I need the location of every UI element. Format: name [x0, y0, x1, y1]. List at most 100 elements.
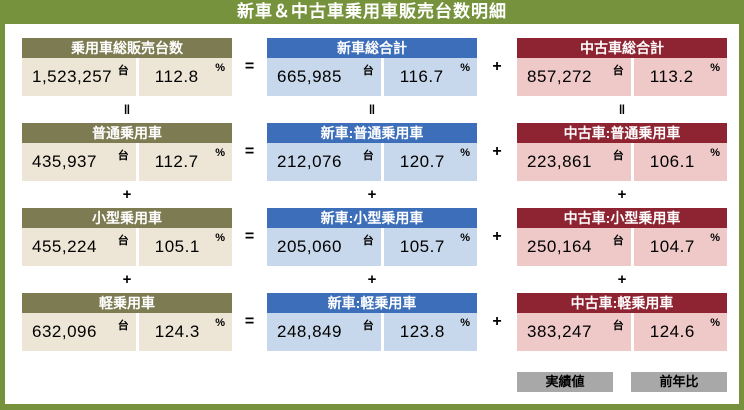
units-cell: 1,523,257 台 — [22, 58, 136, 96]
yoy-cell: 120.7 % — [383, 143, 477, 181]
unit-label: 台 — [117, 235, 129, 247]
stat-box-total: 普通乗用車 435,937 台 112.7 % — [22, 123, 232, 181]
yoy-value: 113.2 — [649, 67, 694, 86]
yoy-value: 105.1 — [154, 237, 200, 256]
stat-box-total: 軽乗用車 632,096 台 124.3 % — [22, 293, 232, 351]
unit-label: 台 — [612, 65, 624, 77]
units-value: 212,076 — [277, 152, 342, 171]
plus-operator: + — [617, 186, 627, 203]
vertical-equals-operator: ‖ — [368, 102, 376, 117]
unit-label: 台 — [362, 320, 374, 332]
equals-operator: = — [244, 313, 255, 330]
stat-box-total: 乗用車総販売台数 1,523,257 台 112.8 % — [22, 38, 232, 96]
percent-label: % — [215, 62, 225, 74]
unit-label: 台 — [612, 320, 624, 332]
units-cell: 383,247 台 — [517, 313, 631, 351]
plus-operator: + — [617, 271, 627, 288]
yoy-cell: 112.7 % — [138, 143, 232, 181]
stats-grid: 乗用車総販売台数 1,523,257 台 112.8 % = 新車総合計 665… — [5, 24, 739, 351]
yoy-value: 116.7 — [399, 67, 444, 86]
percent-label: % — [710, 232, 720, 244]
unit-label: 台 — [362, 65, 374, 77]
yoy-cell: 113.2 % — [633, 58, 727, 96]
box-header: 小型乗用車 — [22, 208, 232, 228]
stat-box-used: 中古車:普通乗用車 223,861 台 106.1 % — [517, 123, 727, 181]
yoy-cell: 106.1 % — [633, 143, 727, 181]
box-header: 中古車:普通乗用車 — [517, 123, 727, 143]
yoy-cell: 104.7 % — [633, 228, 727, 266]
stat-box-new: 新車:軽乗用車 248,849 台 123.8 % — [267, 293, 477, 351]
percent-label: % — [460, 62, 470, 74]
stat-box-new: 新車:小型乗用車 205,060 台 105.7 % — [267, 208, 477, 266]
stat-box-used: 中古車:小型乗用車 250,164 台 104.7 % — [517, 208, 727, 266]
yoy-value: 124.3 — [154, 322, 200, 341]
units-cell: 632,096 台 — [22, 313, 136, 351]
vertical-equals-operator: ‖ — [618, 102, 626, 117]
units-value: 1,523,257 — [32, 67, 113, 86]
plus-operator: + — [492, 143, 502, 160]
yoy-cell: 105.7 % — [383, 228, 477, 266]
units-cell: 665,985 台 — [267, 58, 381, 96]
percent-label: % — [460, 317, 470, 329]
units-cell: 205,060 台 — [267, 228, 381, 266]
box-header: 普通乗用車 — [22, 123, 232, 143]
percent-label: % — [460, 232, 470, 244]
unit-label: 台 — [612, 150, 624, 162]
units-value: 383,247 — [527, 322, 592, 341]
units-value: 205,060 — [277, 237, 342, 256]
units-value: 632,096 — [32, 322, 97, 341]
yoy-cell: 123.8 % — [383, 313, 477, 351]
unit-label: 台 — [117, 65, 129, 77]
units-cell: 212,076 台 — [267, 143, 381, 181]
box-header: 新車:小型乗用車 — [267, 208, 477, 228]
stat-box-total: 小型乗用車 455,224 台 105.1 % — [22, 208, 232, 266]
stat-box-new: 新車:普通乗用車 212,076 台 120.7 % — [267, 123, 477, 181]
box-header: 新車総合計 — [267, 38, 477, 58]
plus-operator: + — [367, 186, 377, 203]
title-bar: 新車＆中古車乗用車販売台数明細 — [5, 0, 739, 24]
units-value: 857,272 — [527, 67, 592, 86]
page-title: 新車＆中古車乗用車販売台数明細 — [237, 2, 507, 21]
units-cell: 250,164 台 — [517, 228, 631, 266]
yoy-value: 106.1 — [649, 152, 695, 171]
yoy-value: 105.7 — [399, 237, 445, 256]
percent-label: % — [710, 62, 720, 74]
percent-label: % — [215, 232, 225, 244]
units-cell: 857,272 台 — [517, 58, 631, 96]
units-cell: 248,849 台 — [267, 313, 381, 351]
percent-label: % — [460, 147, 470, 159]
plus-operator: + — [492, 313, 502, 330]
units-value: 250,164 — [527, 237, 592, 256]
box-header: 中古車総合計 — [517, 38, 727, 58]
percent-label: % — [710, 147, 720, 159]
equals-operator: = — [244, 228, 255, 245]
units-value: 435,937 — [32, 152, 97, 171]
yoy-value: 123.8 — [399, 322, 445, 341]
stat-box-used: 中古車総合計 857,272 台 113.2 % — [517, 38, 727, 96]
yoy-cell: 105.1 % — [138, 228, 232, 266]
percent-label: % — [710, 317, 720, 329]
units-value: 223,861 — [527, 152, 592, 171]
unit-label: 台 — [612, 235, 624, 247]
equals-operator: = — [244, 58, 255, 75]
yoy-value: 124.6 — [649, 322, 695, 341]
percent-label: % — [215, 317, 225, 329]
box-header: 新車:軽乗用車 — [267, 293, 477, 313]
yoy-value: 120.7 — [399, 152, 445, 171]
yoy-cell: 124.6 % — [633, 313, 727, 351]
plus-operator: + — [122, 271, 132, 288]
unit-label: 台 — [117, 150, 129, 162]
box-header: 中古車:軽乗用車 — [517, 293, 727, 313]
box-header: 新車:普通乗用車 — [267, 123, 477, 143]
yoy-cell: 112.8 % — [138, 58, 232, 96]
box-header: 中古車:小型乗用車 — [517, 208, 727, 228]
equals-operator: = — [244, 143, 255, 160]
yoy-value: 112.8 — [154, 67, 199, 86]
stat-box-used: 中古車:軽乗用車 383,247 台 124.6 % — [517, 293, 727, 351]
percent-label: % — [215, 147, 225, 159]
legend-yoy: 前年比 — [631, 372, 727, 392]
units-cell: 455,224 台 — [22, 228, 136, 266]
units-value: 665,985 — [277, 67, 342, 86]
legend-actual: 実績値 — [517, 372, 613, 392]
